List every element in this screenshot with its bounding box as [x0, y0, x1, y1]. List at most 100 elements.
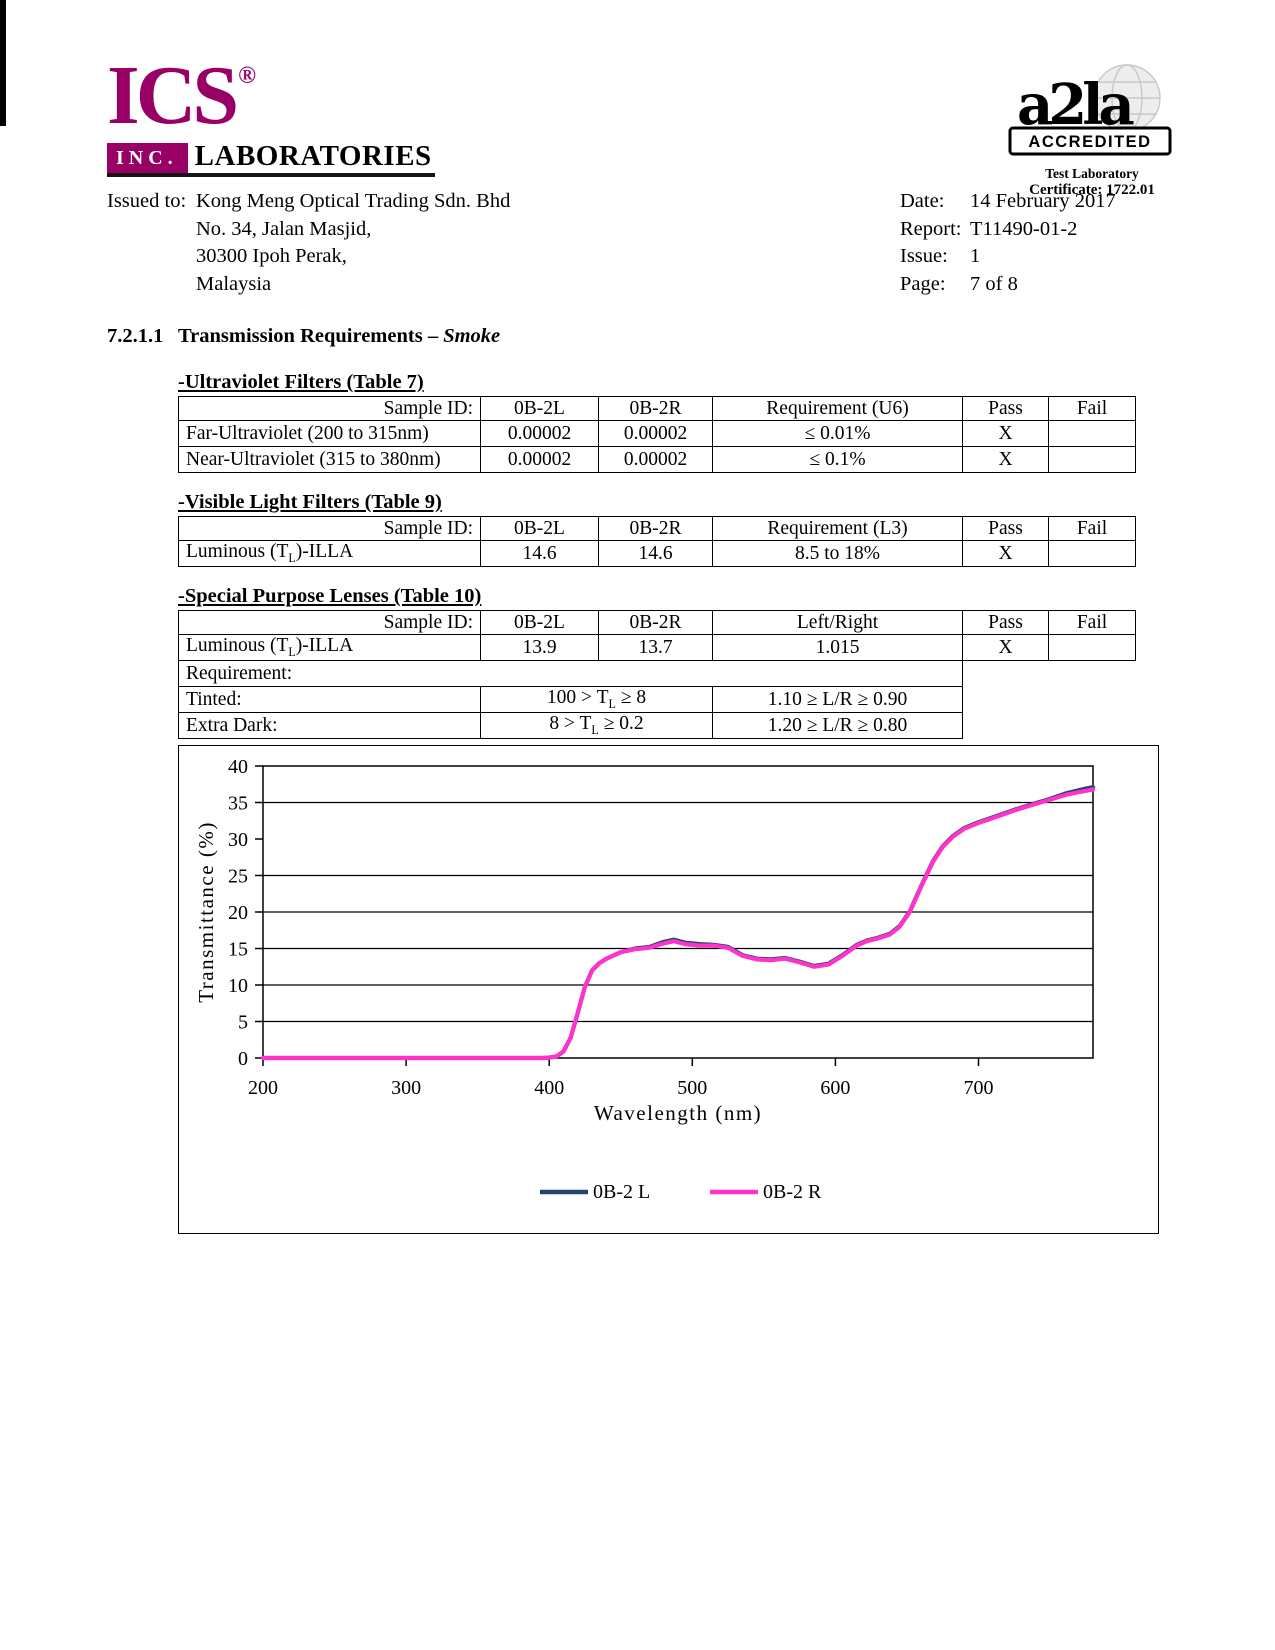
col-header-pass: Pass — [962, 610, 1049, 635]
table-row: Luminous (TL)-ILLA 14.6 14.6 8.5 to 18% … — [178, 540, 1136, 567]
col-header-fail: Fail — [1048, 610, 1136, 635]
col-header-sample-id: Sample ID: — [178, 610, 481, 635]
empty-region — [962, 660, 1136, 687]
col-header-fail: Fail — [1048, 396, 1136, 421]
y-tick-label: 35 — [228, 793, 248, 815]
tinted-label: Tinted: — [178, 686, 481, 713]
y-tick-label: 0 — [238, 1048, 248, 1070]
accreditation-type: Test Laboratory — [1045, 166, 1139, 182]
empty-region — [962, 686, 1136, 713]
svg-text:ACCREDITED: ACCREDITED — [1028, 133, 1151, 151]
col-header-pass: Pass — [962, 516, 1049, 541]
meta-page-row: Page: 7 of 8 — [900, 271, 1116, 299]
section-heading: 7.2.1.1 Transmission Requirements – Smoke — [107, 325, 500, 348]
col-header-right-lens: 0B-2R — [598, 396, 713, 421]
table-header-row: Sample ID: 0B-2L 0B-2R Requirement (U6) … — [178, 396, 1136, 421]
page-label: Page: — [900, 272, 946, 295]
extra-dark-label: Extra Dark: — [178, 712, 481, 739]
meta-issue-row: Issue: 1 — [900, 243, 1116, 271]
col-header-left-lens: 0B-2L — [480, 396, 599, 421]
meta-report-row: Report: T11490-01-2 — [900, 216, 1116, 244]
col-header-sample-id: Sample ID: — [178, 516, 481, 541]
value-right: 0.00002 — [598, 446, 713, 473]
registered-trademark-icon: ® — [238, 63, 257, 89]
logo-inc-text: INC. — [107, 143, 188, 173]
logo-brand: ICS ® — [107, 54, 435, 140]
a2la-logo-icon: a2la ACCREDITED — [1008, 64, 1172, 156]
requirement-value: 8.5 to 18% — [712, 540, 963, 567]
y-tick-label: 10 — [228, 975, 248, 997]
row-label: Luminous (TL)-ILLA — [178, 540, 481, 567]
ics-laboratories-logo: ICS ® INC. LABORATORIES — [107, 54, 435, 177]
x-tick-label: 300 — [391, 1077, 421, 1099]
x-tick-label: 400 — [534, 1077, 564, 1099]
y-tick-label: 25 — [228, 866, 248, 888]
tinted-row: Tinted: 100 > TL ≥ 8 1.10 ≥ L/R ≥ 0.90 — [178, 686, 1136, 713]
row-label: Far-Ultraviolet (200 to 315nm) — [178, 420, 481, 447]
section-number: 7.2.1.1 — [107, 325, 164, 347]
y-tick-label: 40 — [228, 756, 248, 778]
section-title-emphasis: Smoke — [443, 325, 501, 347]
col-header-requirement: Requirement (U6) — [712, 396, 963, 421]
issue-value: 1 — [970, 245, 981, 267]
value-left: 13.9 — [480, 634, 599, 661]
pass-mark: X — [962, 634, 1049, 661]
col-header-pass: Pass — [962, 396, 1049, 421]
y-tick-label: 20 — [228, 902, 248, 924]
section-title: Transmission Requirements – — [178, 325, 444, 347]
x-tick-label: 600 — [820, 1077, 850, 1099]
table-row: Near-Ultraviolet (315 to 380nm) 0.00002 … — [178, 446, 1136, 473]
value-right: 14.6 — [598, 540, 713, 567]
legend-label: 0B-2 L — [593, 1181, 650, 1203]
date-value: 14 February 2017 — [970, 190, 1116, 212]
a2la-accreditation-mark: a2la ACCREDITED Test Laboratory Certific… — [1000, 64, 1184, 199]
y-tick-label: 30 — [228, 829, 248, 851]
x-tick-label: 500 — [677, 1077, 707, 1099]
col-header-fail: Fail — [1048, 516, 1136, 541]
recipient-street: No. 34, Jalan Masjid, — [196, 217, 372, 240]
meta-date-row: Date: 14 February 2017 — [900, 188, 1116, 216]
fail-mark — [1048, 634, 1136, 661]
fail-mark — [1048, 446, 1136, 473]
requirement-section-label: Requirement: — [178, 660, 963, 687]
legend-label: 0B-2 R — [763, 1181, 822, 1203]
issued-to-label: Issued to: — [107, 190, 187, 212]
ratio-value: 1.015 — [712, 634, 963, 661]
issued-to-block: Issued to: Kong Meng Optical Trading Sdn… — [107, 188, 510, 298]
recipient-name: Kong Meng Optical Trading Sdn. Bhd — [196, 190, 511, 212]
col-header-right-lens: 0B-2R — [598, 516, 713, 541]
table-row: Luminous (TL)-ILLA 13.9 13.7 1.015 X — [178, 634, 1136, 661]
col-header-left-right-ratio: Left/Right — [712, 610, 963, 635]
accreditation-certificate: Certificate: 1722.01 — [1029, 181, 1155, 198]
page-value: 7 of 8 — [970, 272, 1018, 295]
y-tick-label: 15 — [228, 939, 248, 961]
series-line-0B-2-R — [260, 787, 1096, 1061]
table-header-row: Sample ID: 0B-2L 0B-2R Left/Right Pass F… — [178, 610, 1136, 635]
value-right: 13.7 — [598, 634, 713, 661]
col-header-requirement: Requirement (L3) — [712, 516, 963, 541]
x-tick-label: 200 — [248, 1077, 278, 1099]
logo-brand-text: ICS — [107, 49, 239, 142]
pass-mark: X — [962, 420, 1049, 447]
logo-subtitle: INC. LABORATORIES — [107, 140, 435, 177]
transmittance-chart: 0 5 10 15 20 25 30 35 40 200 300 400 500 600 700 Wavele… — [178, 745, 1159, 1234]
fail-mark — [1048, 420, 1136, 447]
special-purpose-table: Sample ID: 0B-2L 0B-2R Left/Right Pass F… — [178, 610, 1136, 739]
col-header-left-lens: 0B-2L — [480, 610, 599, 635]
recipient-city: 30300 Ipoh Perak, — [196, 245, 347, 267]
tinted-ratio-range: 1.10 ≥ L/R ≥ 0.90 — [712, 686, 963, 713]
uv-table-title: -Ultraviolet Filters (Table 7) — [178, 371, 424, 393]
x-axis-title: Wavelength (nm) — [594, 1101, 762, 1125]
report-value: T11490-01-2 — [970, 217, 1078, 240]
special-table-title: -Special Purpose Lenses (Table 10) — [178, 585, 482, 607]
row-label: Luminous (TL)-ILLA — [178, 634, 481, 661]
logo-laboratories-text: LABORATORIES — [194, 140, 432, 172]
recipient-country: Malaysia — [196, 272, 272, 295]
table-row: Far-Ultraviolet (200 to 315nm) 0.00002 0… — [178, 420, 1136, 447]
row-label: Near-Ultraviolet (315 to 380nm) — [178, 446, 481, 473]
extra-dark-ratio-range: 1.20 ≥ L/R ≥ 0.80 — [712, 712, 963, 739]
y-axis-title: Transmittance (%) — [194, 821, 218, 1003]
value-left: 0.00002 — [480, 446, 599, 473]
issued-to-address: Kong Meng Optical Trading Sdn. Bhd No. 3… — [196, 188, 510, 298]
